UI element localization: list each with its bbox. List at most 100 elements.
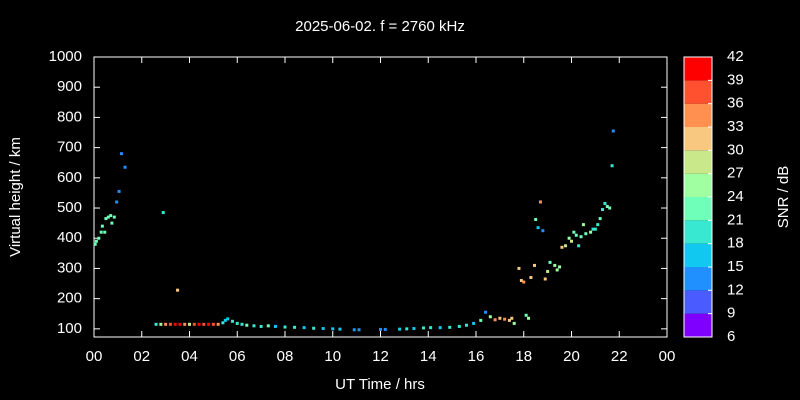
point [512,321,516,325]
point [235,321,239,325]
point [579,235,583,239]
point [543,277,547,281]
point [112,215,116,219]
point [338,327,342,331]
colorbar-band [684,150,712,174]
point [216,322,220,326]
point [302,326,306,330]
point [611,129,615,133]
x-tick-label: 06 [229,348,246,365]
point [529,275,533,279]
point [527,316,531,320]
chart-title: 2025-06-02. f = 2760 kHz [295,18,465,35]
point [192,322,196,326]
point [252,324,256,328]
x-tick-label: 00 [659,348,676,365]
colorbar-tick-label: 39 [727,71,744,88]
point [383,327,387,331]
point [109,214,113,218]
y-tick-label: 200 [57,290,82,307]
point [211,322,215,326]
point [207,322,211,326]
colorbar-band [684,57,712,81]
y-tick-label: 400 [57,229,82,246]
colorbar-tick-label: 21 [727,211,744,228]
point [541,229,545,233]
point [273,324,277,328]
point [283,325,287,329]
y-tick-label: 300 [57,259,82,276]
point [558,265,562,269]
y-tick-label: 900 [57,78,82,95]
point [178,322,182,326]
x-tick-label: 04 [181,348,198,365]
point [532,263,536,267]
point [93,242,97,246]
point [601,208,605,212]
point [117,189,121,193]
point [240,322,244,326]
y-tick-label: 500 [57,199,82,216]
colorbar-tick-label: 33 [727,118,744,135]
point [608,206,612,210]
y-axis-label: Virtual height / km [7,137,24,257]
colorbar-tick-label: 6 [727,328,735,345]
point [498,316,502,320]
point [223,318,227,322]
point [164,322,168,326]
point [154,322,158,326]
x-tick-label: 22 [611,348,628,365]
point [577,244,581,248]
point [412,327,416,331]
point [293,325,297,329]
point [510,316,514,320]
y-tick-label: 700 [57,139,82,156]
point [398,327,402,331]
y-tick-label: 800 [57,108,82,125]
x-tick-label: 18 [515,348,532,365]
x-tick-label: 16 [468,348,485,365]
point [438,326,442,330]
colorbar-tick-label: 27 [727,165,744,182]
point [183,322,187,326]
x-axis-label: UT Time / hrs [335,376,425,393]
point [168,322,172,326]
colorbar-tick-label: 36 [727,95,744,112]
colorbar-tick-label: 12 [727,281,744,298]
point [572,230,576,234]
point [610,164,614,168]
colorbar-band [684,80,712,104]
point [536,226,540,230]
point [589,230,593,234]
point [197,322,201,326]
colorbar-tick-label: 30 [727,141,744,158]
point [479,318,483,322]
point [357,328,361,332]
colorbar-band [684,313,712,337]
y-tick-label: 1000 [49,48,82,65]
point [584,232,588,236]
colorbar-band [684,103,712,127]
point [115,200,119,204]
colorbar-tick-label: 9 [727,305,735,322]
colorbar-band [684,173,712,197]
point [596,223,600,227]
point [488,315,492,319]
point [522,280,526,284]
colorbar-tick-label: 42 [727,48,744,65]
point [259,324,263,328]
point [553,263,557,267]
point [567,236,571,240]
point [321,327,325,331]
point [598,217,602,221]
point [503,317,507,321]
point [266,324,270,328]
point [100,224,104,228]
point [352,328,356,332]
y-tick-label: 100 [57,320,82,337]
x-tick-label: 02 [133,348,150,365]
colorbar-band [684,127,712,151]
point [484,310,488,314]
point [519,279,523,283]
